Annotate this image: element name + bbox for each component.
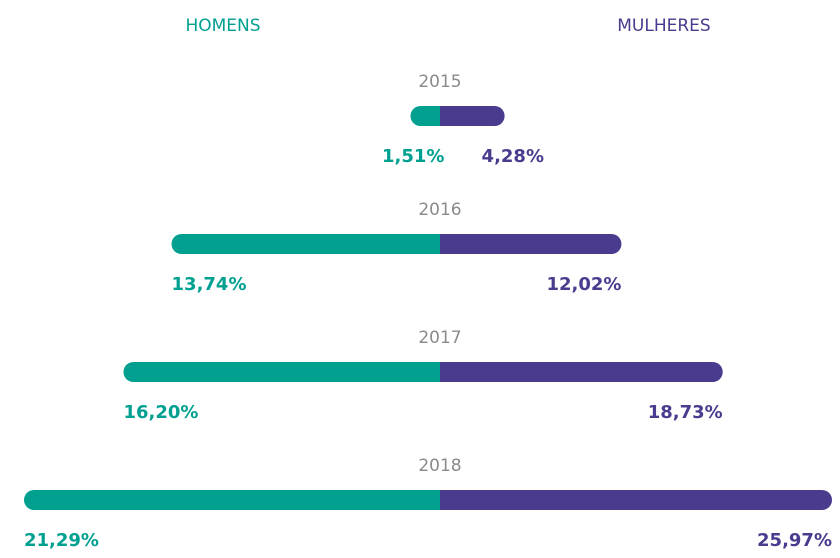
legend-entry: HOMENS: [185, 16, 260, 36]
bar: [440, 234, 622, 254]
value-label: 21,29%: [24, 530, 99, 551]
bar: [440, 490, 832, 510]
bar: [171, 234, 440, 254]
legend-entry: MULHERES: [617, 16, 710, 36]
value-label: 4,28%: [482, 146, 544, 167]
bar: [24, 490, 440, 510]
year-label: 2016: [418, 200, 461, 220]
value-label: 18,73%: [648, 402, 723, 423]
value-label: 16,20%: [123, 402, 198, 423]
year-label: 2018: [418, 456, 461, 476]
value-label: 1,51%: [382, 146, 444, 167]
bar: [440, 106, 505, 126]
bar: [123, 362, 440, 382]
value-label: 13,74%: [172, 274, 247, 295]
bar: [410, 106, 440, 126]
value-label: 25,97%: [757, 530, 832, 551]
value-label: 12,02%: [546, 274, 621, 295]
year-label: 2017: [418, 328, 461, 348]
bar: [440, 362, 723, 382]
year-label: 2015: [418, 72, 461, 92]
